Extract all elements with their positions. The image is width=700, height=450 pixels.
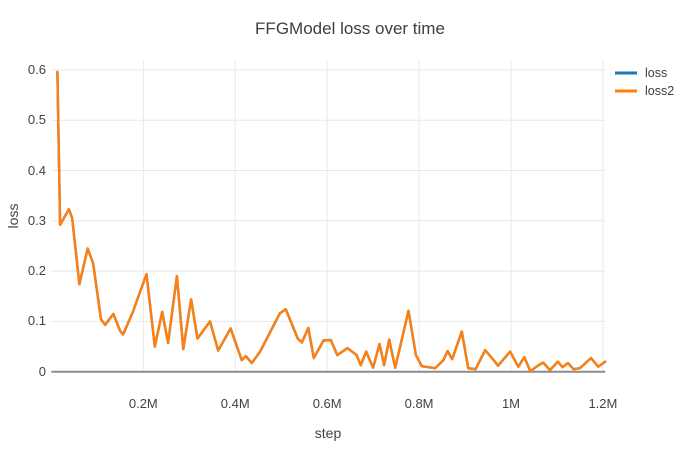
- x-axis-title: step: [314, 425, 342, 441]
- y-tick-label: 0.4: [27, 162, 46, 178]
- x-tick-label: 0.8M: [404, 396, 434, 411]
- y-axis-title: loss: [5, 203, 21, 229]
- y-tick-label: 0: [38, 363, 46, 379]
- legend-swatch-loss: [615, 71, 637, 75]
- x-tick-label: 1M: [501, 396, 521, 411]
- legend-label-loss2[interactable]: loss2: [645, 84, 675, 98]
- legend-swatch-loss2: [615, 89, 637, 93]
- legend-item-loss2[interactable]: loss2: [614, 82, 674, 100]
- y-tick-label: 0.5: [27, 112, 46, 128]
- legend: loss loss2: [614, 64, 674, 100]
- legend-label-loss[interactable]: loss: [645, 66, 668, 80]
- y-tick-label: 0.2: [27, 263, 46, 279]
- x-tick-label: 0.4M: [220, 396, 250, 411]
- legend-item-loss[interactable]: loss: [614, 64, 674, 82]
- y-tick-label: 0.3: [27, 212, 46, 228]
- y-tick-label: 0.1: [27, 313, 46, 329]
- x-tick-label: 0.2M: [128, 396, 158, 411]
- x-tick-label: 0.6M: [312, 396, 342, 411]
- y-tick-label: 0.6: [27, 61, 46, 77]
- series-line-loss2[interactable]: [56, 70, 607, 373]
- series-line-loss[interactable]: [56, 70, 607, 373]
- chart-title: FFGModel loss over time: [255, 19, 445, 38]
- x-tick-label: 1.2M: [588, 396, 618, 411]
